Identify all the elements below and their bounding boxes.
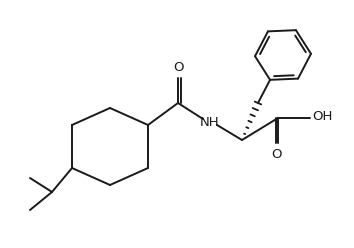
Text: O: O — [174, 61, 184, 74]
Text: OH: OH — [312, 111, 332, 124]
Text: O: O — [272, 148, 282, 161]
Text: NH: NH — [200, 116, 220, 128]
